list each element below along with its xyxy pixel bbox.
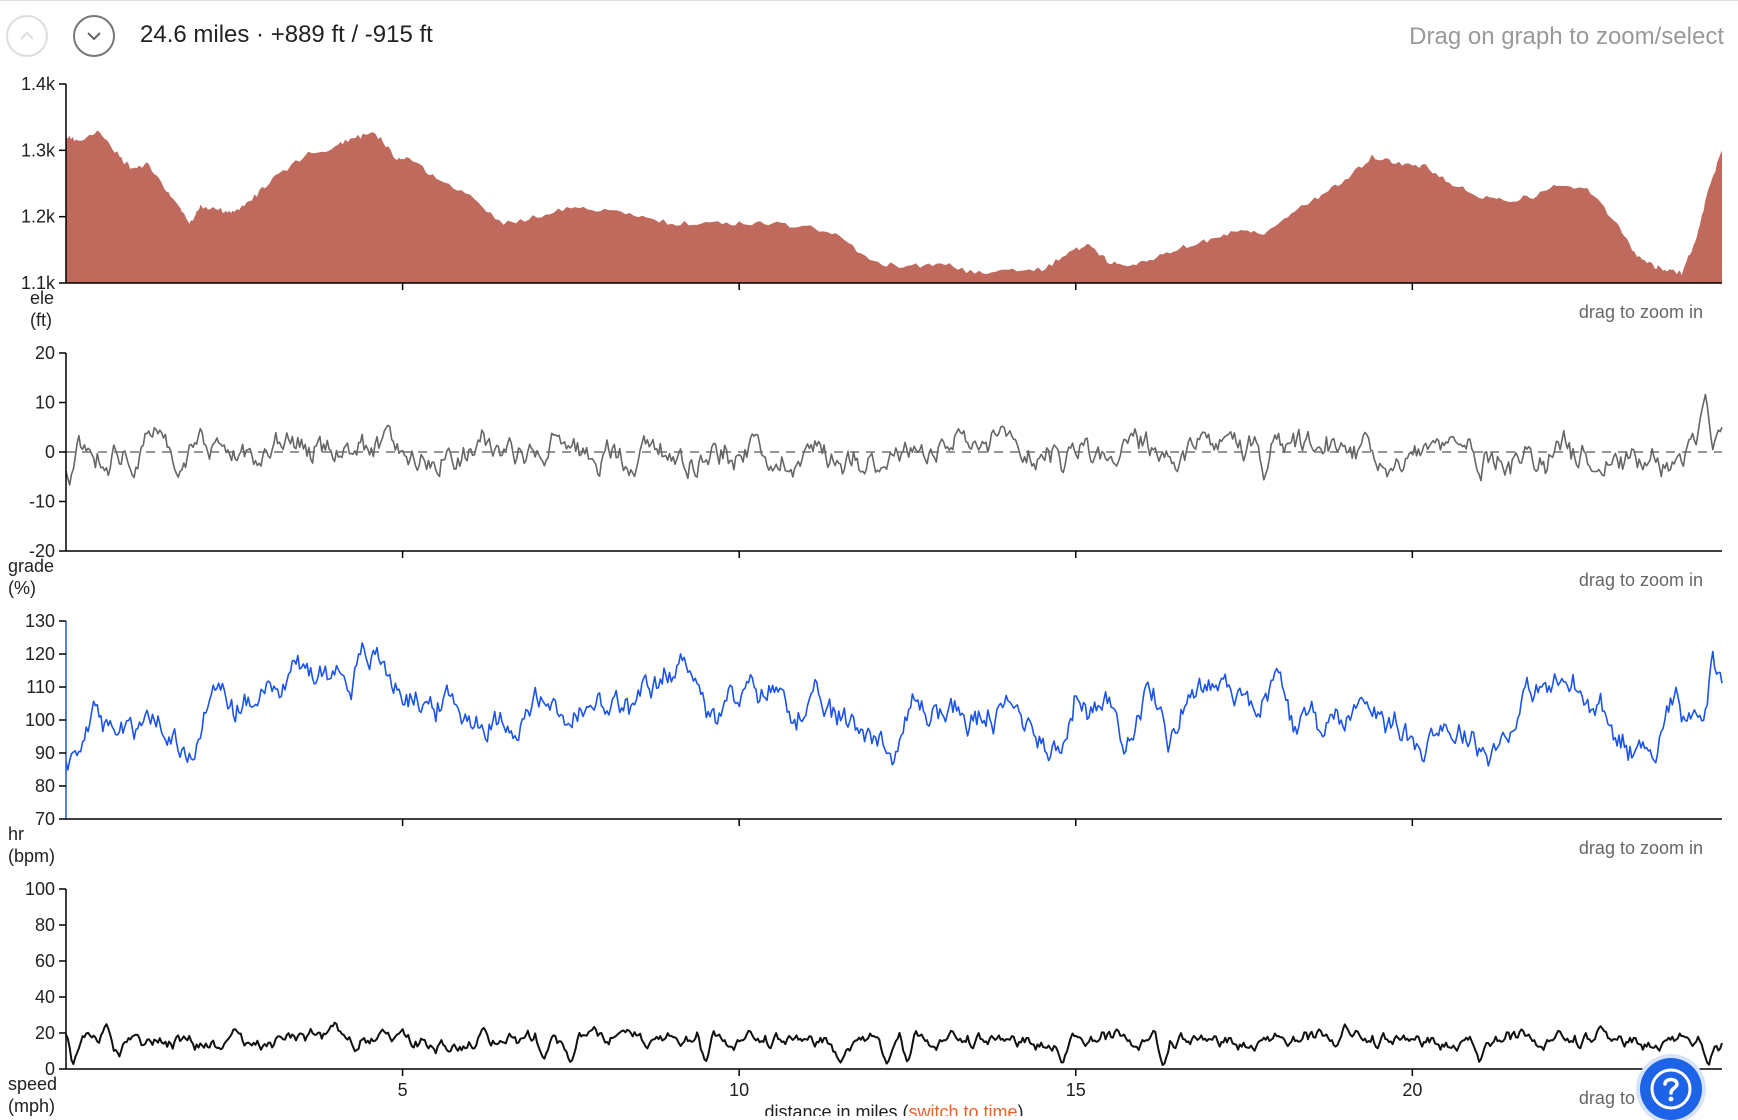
y-tick-label: 80 (35, 776, 55, 796)
y-tick-label: 70 (35, 809, 55, 829)
series-name-label: grade (8, 556, 54, 576)
ride-summary: 24.6 miles · +889 ft / -915 ft (140, 21, 433, 48)
y-tick-label: 40 (35, 987, 55, 1007)
y-tick-label: 0 (45, 442, 55, 462)
expand-down-button[interactable] (73, 15, 115, 57)
drag-zoom-hint: drag to zoom in (1579, 570, 1703, 590)
zoom-hint: Drag on graph to zoom/select (1409, 23, 1724, 50)
series-unit-label: (bpm) (8, 846, 55, 866)
speed-line (65, 1021, 1723, 1066)
chart-panel-2: 70 80 90 100 110 120 130 hr(bpm) drag to zoom in (8, 611, 1723, 866)
y-tick-label: 100 (25, 710, 55, 730)
switch-to-time-link[interactable]: switch to time (909, 1102, 1018, 1116)
help-button[interactable] (1640, 1058, 1702, 1120)
y-tick-label: 20 (35, 1023, 55, 1043)
y-tick-label: 10 (35, 393, 55, 413)
drag-zoom-hint: drag to zoom in (1579, 838, 1703, 858)
question-mark-icon (1650, 1068, 1692, 1110)
y-tick-label: 1.2k (21, 207, 56, 227)
y-tick-label: 90 (35, 743, 55, 763)
series-unit-label: (ft) (30, 310, 52, 330)
y-tick-label: 60 (35, 951, 55, 971)
x-axis-label: distance in miles (switch to time) (764, 1102, 1023, 1116)
x-tick-label: 15 (1066, 1080, 1086, 1100)
y-tick-label: 120 (25, 644, 55, 664)
y-tick-label: 130 (25, 611, 55, 631)
y-tick-label: 80 (35, 915, 55, 935)
y-tick-label: 1.4k (21, 74, 56, 94)
series-unit-label: (%) (8, 578, 36, 598)
collapse-up-button[interactable] (6, 15, 48, 57)
y-tick-label: 110 (26, 677, 55, 697)
top-bar: 24.6 miles · +889 ft / -915 ft Drag on g… (0, 0, 1738, 77)
chevron-up-icon (20, 31, 34, 40)
y-tick-label: 20 (35, 343, 55, 363)
x-axis-label-close: ) (1018, 1102, 1024, 1116)
x-axis-label-text: distance in miles ( (764, 1102, 908, 1116)
x-tick-label: 20 (1402, 1080, 1422, 1100)
y-tick-label: 1.3k (21, 140, 56, 160)
x-tick-label: 5 (398, 1080, 408, 1100)
series-name-label: ele (30, 288, 54, 308)
elevation-area (66, 130, 1722, 283)
chevron-down-icon (87, 32, 101, 41)
y-tick-label: 100 (25, 879, 55, 899)
heart-rate-line (65, 642, 1723, 771)
chart-panel-1: -20 -10 0 10 20 grade(%) drag to zoom in (8, 343, 1723, 598)
y-tick-label: 0 (45, 1059, 55, 1079)
y-tick-label: -10 (29, 492, 55, 512)
drag-zoom-hint: drag to zoom in (1579, 302, 1703, 322)
y-tick-label: -20 (29, 541, 55, 561)
series-name-label: speed (8, 1074, 57, 1094)
chart-panel-0: 1.1k 1.2k 1.3k 1.4k ele(ft) drag to zoom in (21, 74, 1722, 330)
x-tick-label: 10 (729, 1080, 749, 1100)
series-unit-label: (mph) (8, 1096, 55, 1116)
grade-line (65, 393, 1723, 486)
y-tick-label: 1.1k (21, 273, 56, 293)
series-name-label: hr (8, 824, 24, 844)
